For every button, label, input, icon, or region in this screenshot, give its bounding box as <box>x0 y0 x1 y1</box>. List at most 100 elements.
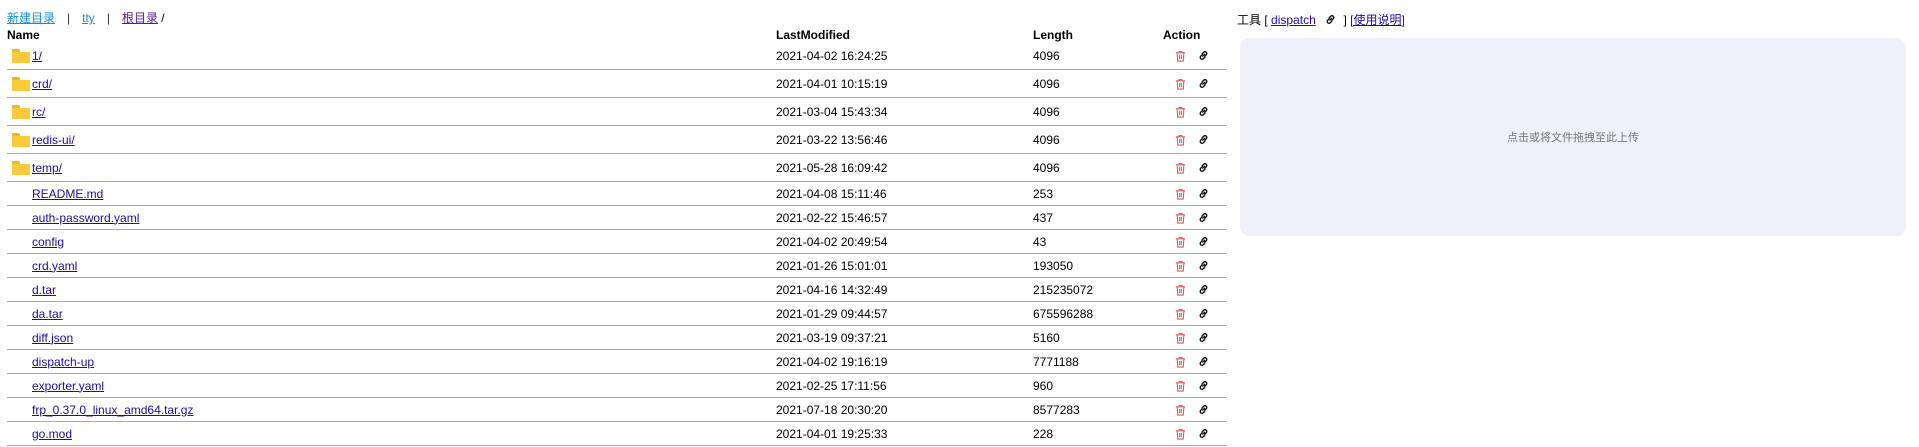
table-row: auth-password.yaml 2021-02-22 15:46:57 437 <box>7 205 1227 230</box>
tty-link[interactable]: tty <box>82 11 95 25</box>
file-link[interactable]: crd/ <box>32 76 53 91</box>
trash-icon[interactable] <box>1175 106 1186 118</box>
trash-icon[interactable] <box>1175 380 1186 392</box>
link-icon[interactable] <box>1325 14 1336 25</box>
link-icon[interactable] <box>1198 332 1209 343</box>
folder-icon <box>12 132 30 147</box>
modified-cell: 2021-05-28 16:09:42 <box>776 153 1033 182</box>
link-icon[interactable] <box>1198 308 1209 319</box>
trash-icon[interactable] <box>1175 134 1186 146</box>
upload-hint: 点击或将文件拖拽至此上传 <box>1507 132 1639 144</box>
folder-icon <box>12 104 30 119</box>
header-modified: LastModified <box>776 28 850 42</box>
file-link[interactable]: config <box>32 234 65 249</box>
action-cell <box>1163 42 1227 70</box>
new-dir-link[interactable]: 新建目录 <box>7 11 56 25</box>
link-icon[interactable] <box>1198 260 1209 271</box>
link-icon[interactable] <box>1198 356 1209 367</box>
file-link[interactable]: go.mod <box>32 426 73 441</box>
file-link[interactable]: rc/ <box>32 104 46 119</box>
upload-dropzone[interactable]: 点击或将文件拖拽至此上传 <box>1240 38 1906 236</box>
trash-icon[interactable] <box>1175 50 1186 62</box>
action-cell <box>1163 229 1227 254</box>
length-cell: 4096 <box>1033 153 1163 182</box>
file-link[interactable]: da.tar <box>32 306 63 321</box>
link-icon[interactable] <box>1198 236 1209 247</box>
link-icon[interactable] <box>1198 284 1209 295</box>
file-link[interactable]: frp_0.37.0_linux_amd64.tar.gz <box>32 402 194 417</box>
trash-icon[interactable] <box>1175 404 1186 416</box>
file-link[interactable]: temp/ <box>32 160 63 175</box>
link-icon[interactable] <box>1198 212 1209 223</box>
trash-icon[interactable] <box>1175 162 1186 174</box>
root-dir-link[interactable]: 根目录 <box>121 11 158 25</box>
file-link[interactable]: diff.json <box>32 330 74 345</box>
length-cell: 43 <box>1033 229 1163 254</box>
modified-cell: 2021-03-22 13:56:46 <box>776 125 1033 154</box>
name-cell: temp/ <box>7 153 776 182</box>
name-cell: config <box>7 229 776 254</box>
length-cell: 7771188 <box>1033 349 1163 374</box>
link-icon[interactable] <box>1198 380 1209 391</box>
link-icon[interactable] <box>1198 188 1209 199</box>
bracket-open: [ <box>1264 13 1268 27</box>
header-length: Length <box>1033 28 1073 42</box>
trash-icon[interactable] <box>1175 356 1186 368</box>
bracket-close: ] <box>1343 13 1347 27</box>
action-cell <box>1163 421 1227 446</box>
table-row: rc/2021-03-04 15:43:34 4096 <box>7 97 1227 126</box>
file-link[interactable]: redis-ui/ <box>32 132 75 147</box>
file-link[interactable]: exporter.yaml <box>32 378 105 393</box>
trash-icon[interactable] <box>1175 308 1186 320</box>
table-row: exporter.yaml 2021-02-25 17:11:56 960 <box>7 373 1227 398</box>
file-link[interactable]: README.md <box>32 186 104 201</box>
trash-icon[interactable] <box>1175 236 1186 248</box>
length-cell: 193050 <box>1033 253 1163 278</box>
table-row: crd/2021-04-01 10:15:19 4096 <box>7 69 1227 98</box>
folder-icon <box>12 48 30 63</box>
length-cell: 228 <box>1033 421 1163 446</box>
link-icon[interactable] <box>1198 404 1209 415</box>
trash-icon[interactable] <box>1175 78 1186 90</box>
modified-cell: 2021-04-01 19:25:33 <box>776 421 1033 446</box>
file-link[interactable]: crd.yaml <box>32 258 78 273</box>
link-icon[interactable] <box>1198 106 1209 117</box>
table-row: d.tar 2021-04-16 14:32:49 215235072 <box>7 277 1227 302</box>
name-cell: frp_0.37.0_linux_amd64.tar.gz <box>7 397 776 422</box>
name-cell: crd/ <box>7 69 776 98</box>
trash-icon[interactable] <box>1175 260 1186 272</box>
trash-icon[interactable] <box>1175 188 1186 200</box>
name-cell: 1/ <box>7 42 776 70</box>
help-link[interactable]: [使用说明] <box>1350 13 1405 27</box>
path-separator: / <box>161 11 165 25</box>
action-cell <box>1163 301 1227 326</box>
modified-cell: 2021-04-02 20:49:54 <box>776 229 1033 254</box>
top-nav: 新建目录 | tty | 根目录 / <box>7 9 165 26</box>
action-cell <box>1163 397 1227 422</box>
file-link[interactable]: dispatch-up <box>32 354 95 369</box>
modified-cell: 2021-04-01 10:15:19 <box>776 69 1033 98</box>
action-cell <box>1163 349 1227 374</box>
tools-label: 工具 <box>1237 13 1262 27</box>
file-link[interactable]: auth-password.yaml <box>32 210 140 225</box>
length-cell: 5160 <box>1033 325 1163 350</box>
trash-icon[interactable] <box>1175 332 1186 344</box>
name-cell: go.mod <box>7 421 776 446</box>
link-icon[interactable] <box>1198 78 1209 89</box>
link-icon[interactable] <box>1198 162 1209 173</box>
table-row: temp/2021-05-28 16:09:42 4096 <box>7 153 1227 182</box>
trash-icon[interactable] <box>1175 212 1186 224</box>
name-cell: README.md <box>7 181 776 206</box>
length-cell: 960 <box>1033 373 1163 398</box>
file-link[interactable]: d.tar <box>32 282 57 297</box>
modified-cell: 2021-07-18 20:30:20 <box>776 397 1033 422</box>
link-icon[interactable] <box>1198 134 1209 145</box>
modified-cell: 2021-02-25 17:11:56 <box>776 373 1033 398</box>
file-table: Name LastModified Length Action 1/2021-0… <box>7 28 1227 446</box>
dispatch-link[interactable]: dispatch <box>1271 13 1316 27</box>
trash-icon[interactable] <box>1175 428 1186 440</box>
link-icon[interactable] <box>1198 428 1209 439</box>
trash-icon[interactable] <box>1175 284 1186 296</box>
file-link[interactable]: 1/ <box>32 48 43 63</box>
link-icon[interactable] <box>1198 50 1209 61</box>
